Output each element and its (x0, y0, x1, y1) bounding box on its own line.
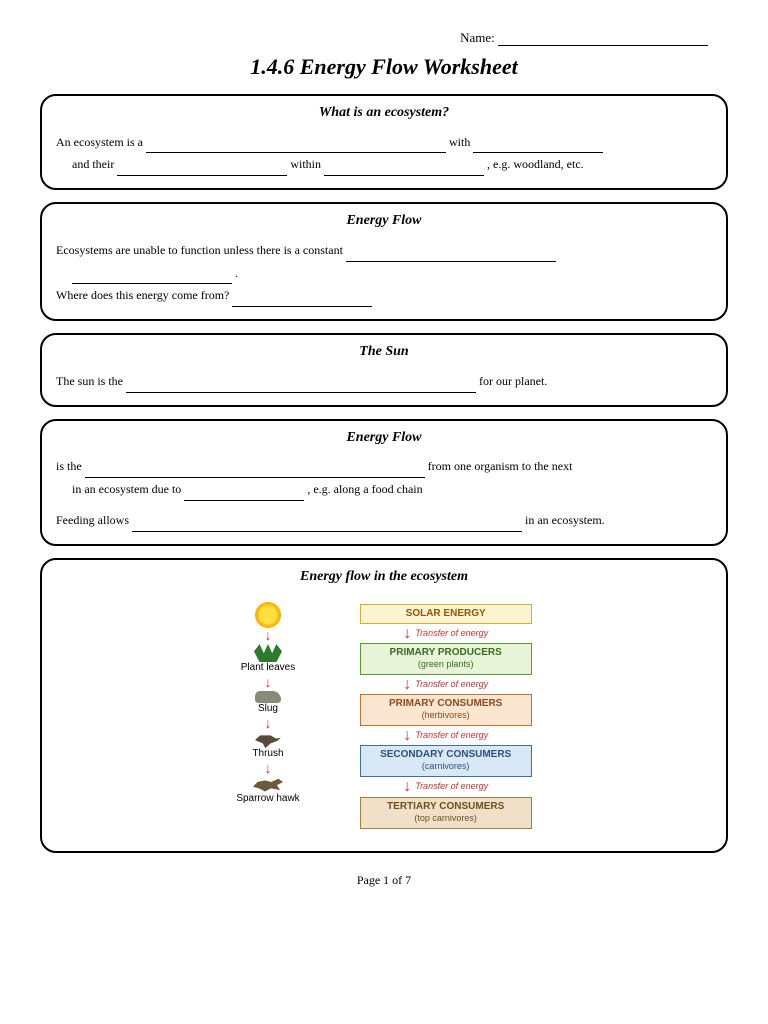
arrow-icon: ↓ (403, 677, 411, 693)
fill-line: is the from one organism to the next (56, 455, 712, 478)
arrow-icon: ↓ (264, 675, 271, 689)
worksheet-page: Name: 1.4.6 Energy Flow Worksheet What i… (0, 0, 768, 908)
page-footer: Page 1 of 7 (40, 873, 728, 888)
blank[interactable] (184, 500, 304, 501)
section-energy-flow-2: Energy Flow is the from one organism to … (40, 419, 728, 546)
arrow-icon: ↓ (403, 626, 411, 642)
fill-line: . (56, 262, 712, 285)
name-blank[interactable] (498, 45, 708, 46)
fill-line: Feeding allows in an ecosystem. (56, 509, 712, 532)
section-title: What is an ecosystem? (56, 100, 712, 127)
transfer-row: ↓ Transfer of energy (403, 625, 488, 642)
energy-boxes-column: SOLAR ENERGY ↓ Transfer of energy PRIMAR… (360, 604, 532, 828)
fill-line: Where does this energy come from? (56, 284, 712, 307)
fill-line: and their within , e.g. woodland, etc. (56, 153, 712, 176)
fill-line: Ecosystems are unable to function unless… (56, 239, 712, 262)
blank[interactable] (132, 531, 522, 532)
blank[interactable] (232, 306, 372, 307)
leaves-icon (254, 644, 282, 662)
arrow-icon: ↓ (264, 761, 271, 775)
section-title: Energy Flow (56, 425, 712, 452)
energy-box-solar: SOLAR ENERGY (360, 604, 532, 624)
arrow-icon: ↓ (264, 628, 271, 642)
arrow-icon: ↓ (264, 716, 271, 730)
chain-plant: Plant leaves (241, 644, 295, 673)
blank[interactable] (117, 175, 287, 176)
section-title: Energy flow in the ecosystem (56, 564, 712, 591)
section-energy-flow-1: Energy Flow Ecosystems are unable to fun… (40, 202, 728, 321)
transfer-row: ↓ Transfer of energy (403, 727, 488, 744)
chain-thrush: Thrush (252, 732, 283, 759)
energy-box-tertiary-consumers: TERTIARY CONSUMERS (top carnivores) (360, 797, 532, 829)
sun-icon (257, 604, 279, 626)
energy-box-producers: PRIMARY PRODUCERS (green plants) (360, 643, 532, 675)
section-title: The Sun (56, 339, 712, 366)
page-title: 1.4.6 Energy Flow Worksheet (40, 54, 728, 80)
fill-line: The sun is the for our planet. (56, 370, 712, 393)
food-chain-column: ↓ Plant leaves ↓ Slug ↓ Thrush ↓ (236, 604, 299, 828)
arrow-icon: ↓ (403, 728, 411, 744)
fill-line: An ecosystem is a with (56, 131, 712, 154)
blank[interactable] (346, 261, 556, 262)
transfer-row: ↓ Transfer of energy (403, 778, 488, 795)
name-field-row: Name: (40, 30, 728, 46)
slug-icon (255, 691, 281, 703)
blank[interactable] (324, 175, 484, 176)
chain-sun (257, 604, 279, 626)
arrow-icon: ↓ (403, 779, 411, 795)
energy-flow-diagram: ↓ Plant leaves ↓ Slug ↓ Thrush ↓ (56, 594, 712, 838)
transfer-row: ↓ Transfer of energy (403, 676, 488, 693)
section-title: Energy Flow (56, 208, 712, 235)
blank[interactable] (126, 392, 476, 393)
section-ecosystem: What is an ecosystem? An ecosystem is a … (40, 94, 728, 190)
name-label: Name: (460, 30, 495, 45)
thrush-icon (255, 732, 281, 748)
section-diagram: Energy flow in the ecosystem ↓ Plant lea… (40, 558, 728, 853)
chain-slug: Slug (255, 691, 281, 714)
fill-line: in an ecosystem due to , e.g. along a fo… (56, 478, 712, 501)
hawk-icon (253, 777, 283, 793)
energy-box-secondary-consumers: SECONDARY CONSUMERS (carnivores) (360, 745, 532, 777)
energy-box-primary-consumers: PRIMARY CONSUMERS (herbivores) (360, 694, 532, 726)
chain-hawk: Sparrow hawk (236, 777, 299, 804)
section-sun: The Sun The sun is the for our planet. (40, 333, 728, 406)
